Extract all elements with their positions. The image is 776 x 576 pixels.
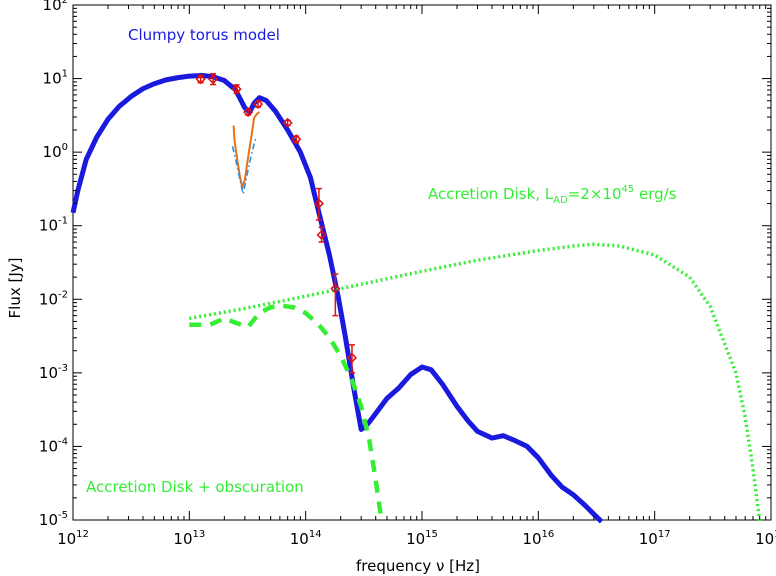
y-tick-exp: 1: [62, 69, 68, 80]
y-tick-exp: -4: [58, 436, 68, 447]
x-tick-base: 10: [755, 530, 774, 548]
y-tick-exp: 0: [62, 142, 68, 153]
annotation-accretion-disk: Accretion Disk, LAD=2×1045 erg/s: [428, 184, 677, 206]
y-tick-base: 10: [39, 511, 58, 529]
y-tick-base: 10: [39, 364, 58, 382]
y-tick-label: 10-1: [39, 216, 68, 235]
x-tick-base: 10: [173, 530, 192, 548]
x-tick-exp: 17: [658, 529, 671, 540]
x-tick-base: 10: [639, 530, 658, 548]
x-tick-exp: 12: [76, 529, 89, 540]
x-tick-label: 1017: [639, 529, 671, 548]
annotation-obscuration: Accretion Disk + obscuration: [86, 478, 304, 496]
x-tick-exp: 16: [542, 529, 555, 540]
data-point-diamond: [316, 229, 327, 240]
x-tick-base: 10: [522, 530, 541, 548]
series-line-solid: [70, 73, 604, 524]
y-tick-label: 102: [43, 0, 68, 14]
annotation-accretion-disk-prefix: Accretion Disk, L: [428, 185, 554, 203]
data-point-diamond: [313, 198, 324, 209]
y-tick-base: 10: [39, 437, 58, 455]
y-tick-base: 10: [39, 290, 58, 308]
series-line-dashed: [189, 303, 384, 522]
y-tick-exp: -5: [58, 510, 68, 521]
x-tick-base: 10: [406, 530, 425, 548]
x-tick-label: 1012: [57, 529, 89, 548]
x-tick-label: 1018: [755, 529, 776, 548]
data-point-diamond: [330, 283, 341, 294]
data-point-diamond: [243, 107, 254, 118]
data-point-diamond: [208, 74, 219, 85]
annotation-accretion-disk-sup: 45: [622, 184, 635, 195]
y-tick-base: 10: [43, 70, 62, 88]
y-tick-exp: -2: [58, 289, 68, 300]
x-tick-base: 10: [57, 530, 76, 548]
data-point-diamond: [291, 134, 302, 145]
data-point-diamond: [253, 99, 264, 110]
y-tick-exp: -3: [58, 363, 68, 374]
y-tick-label: 101: [43, 69, 68, 88]
y-tick-label: 10-4: [39, 436, 68, 455]
x-tick-label: 1015: [406, 529, 438, 548]
data-point-diamond: [231, 84, 242, 95]
x-tick-label: 1014: [290, 529, 322, 548]
series-line-solid-thin: [232, 111, 260, 189]
series-line-dotted: [189, 242, 762, 522]
annotation-accretion-disk-sub: AD: [553, 195, 568, 206]
x-tick-exp: 18: [774, 529, 776, 540]
y-tick-label: 10-5: [39, 510, 68, 529]
data-point-diamond: [346, 352, 358, 363]
x-tick-label: 1016: [522, 529, 554, 548]
y-tick-base: 10: [43, 0, 62, 14]
annotation-accretion-disk-eq: =2×10: [568, 185, 622, 203]
x-axis-label: frequency ν [Hz]: [356, 557, 480, 575]
y-tick-base: 10: [43, 143, 62, 161]
x-tick-label: 1013: [173, 529, 205, 548]
y-tick-exp: -1: [58, 216, 68, 227]
y-tick-label: 100: [43, 142, 68, 161]
x-tick-base: 10: [290, 530, 309, 548]
data-point-diamond: [282, 117, 293, 128]
y-tick-base: 10: [39, 217, 58, 235]
x-tick-exp: 13: [193, 529, 206, 540]
y-axis-label: Flux [Jy]: [6, 258, 24, 319]
x-tick-exp: 14: [309, 529, 322, 540]
annotation-accretion-disk-suffix: erg/s: [634, 185, 676, 203]
data-point-diamond: [195, 74, 206, 85]
plot-frame: [72, 4, 772, 521]
annotation-clumpy-torus: Clumpy torus model: [128, 26, 280, 44]
y-tick-label: 10-3: [39, 363, 68, 382]
y-tick-label: 10-2: [39, 289, 68, 308]
y-tick-exp: 2: [62, 0, 68, 6]
x-tick-exp: 15: [425, 529, 438, 540]
